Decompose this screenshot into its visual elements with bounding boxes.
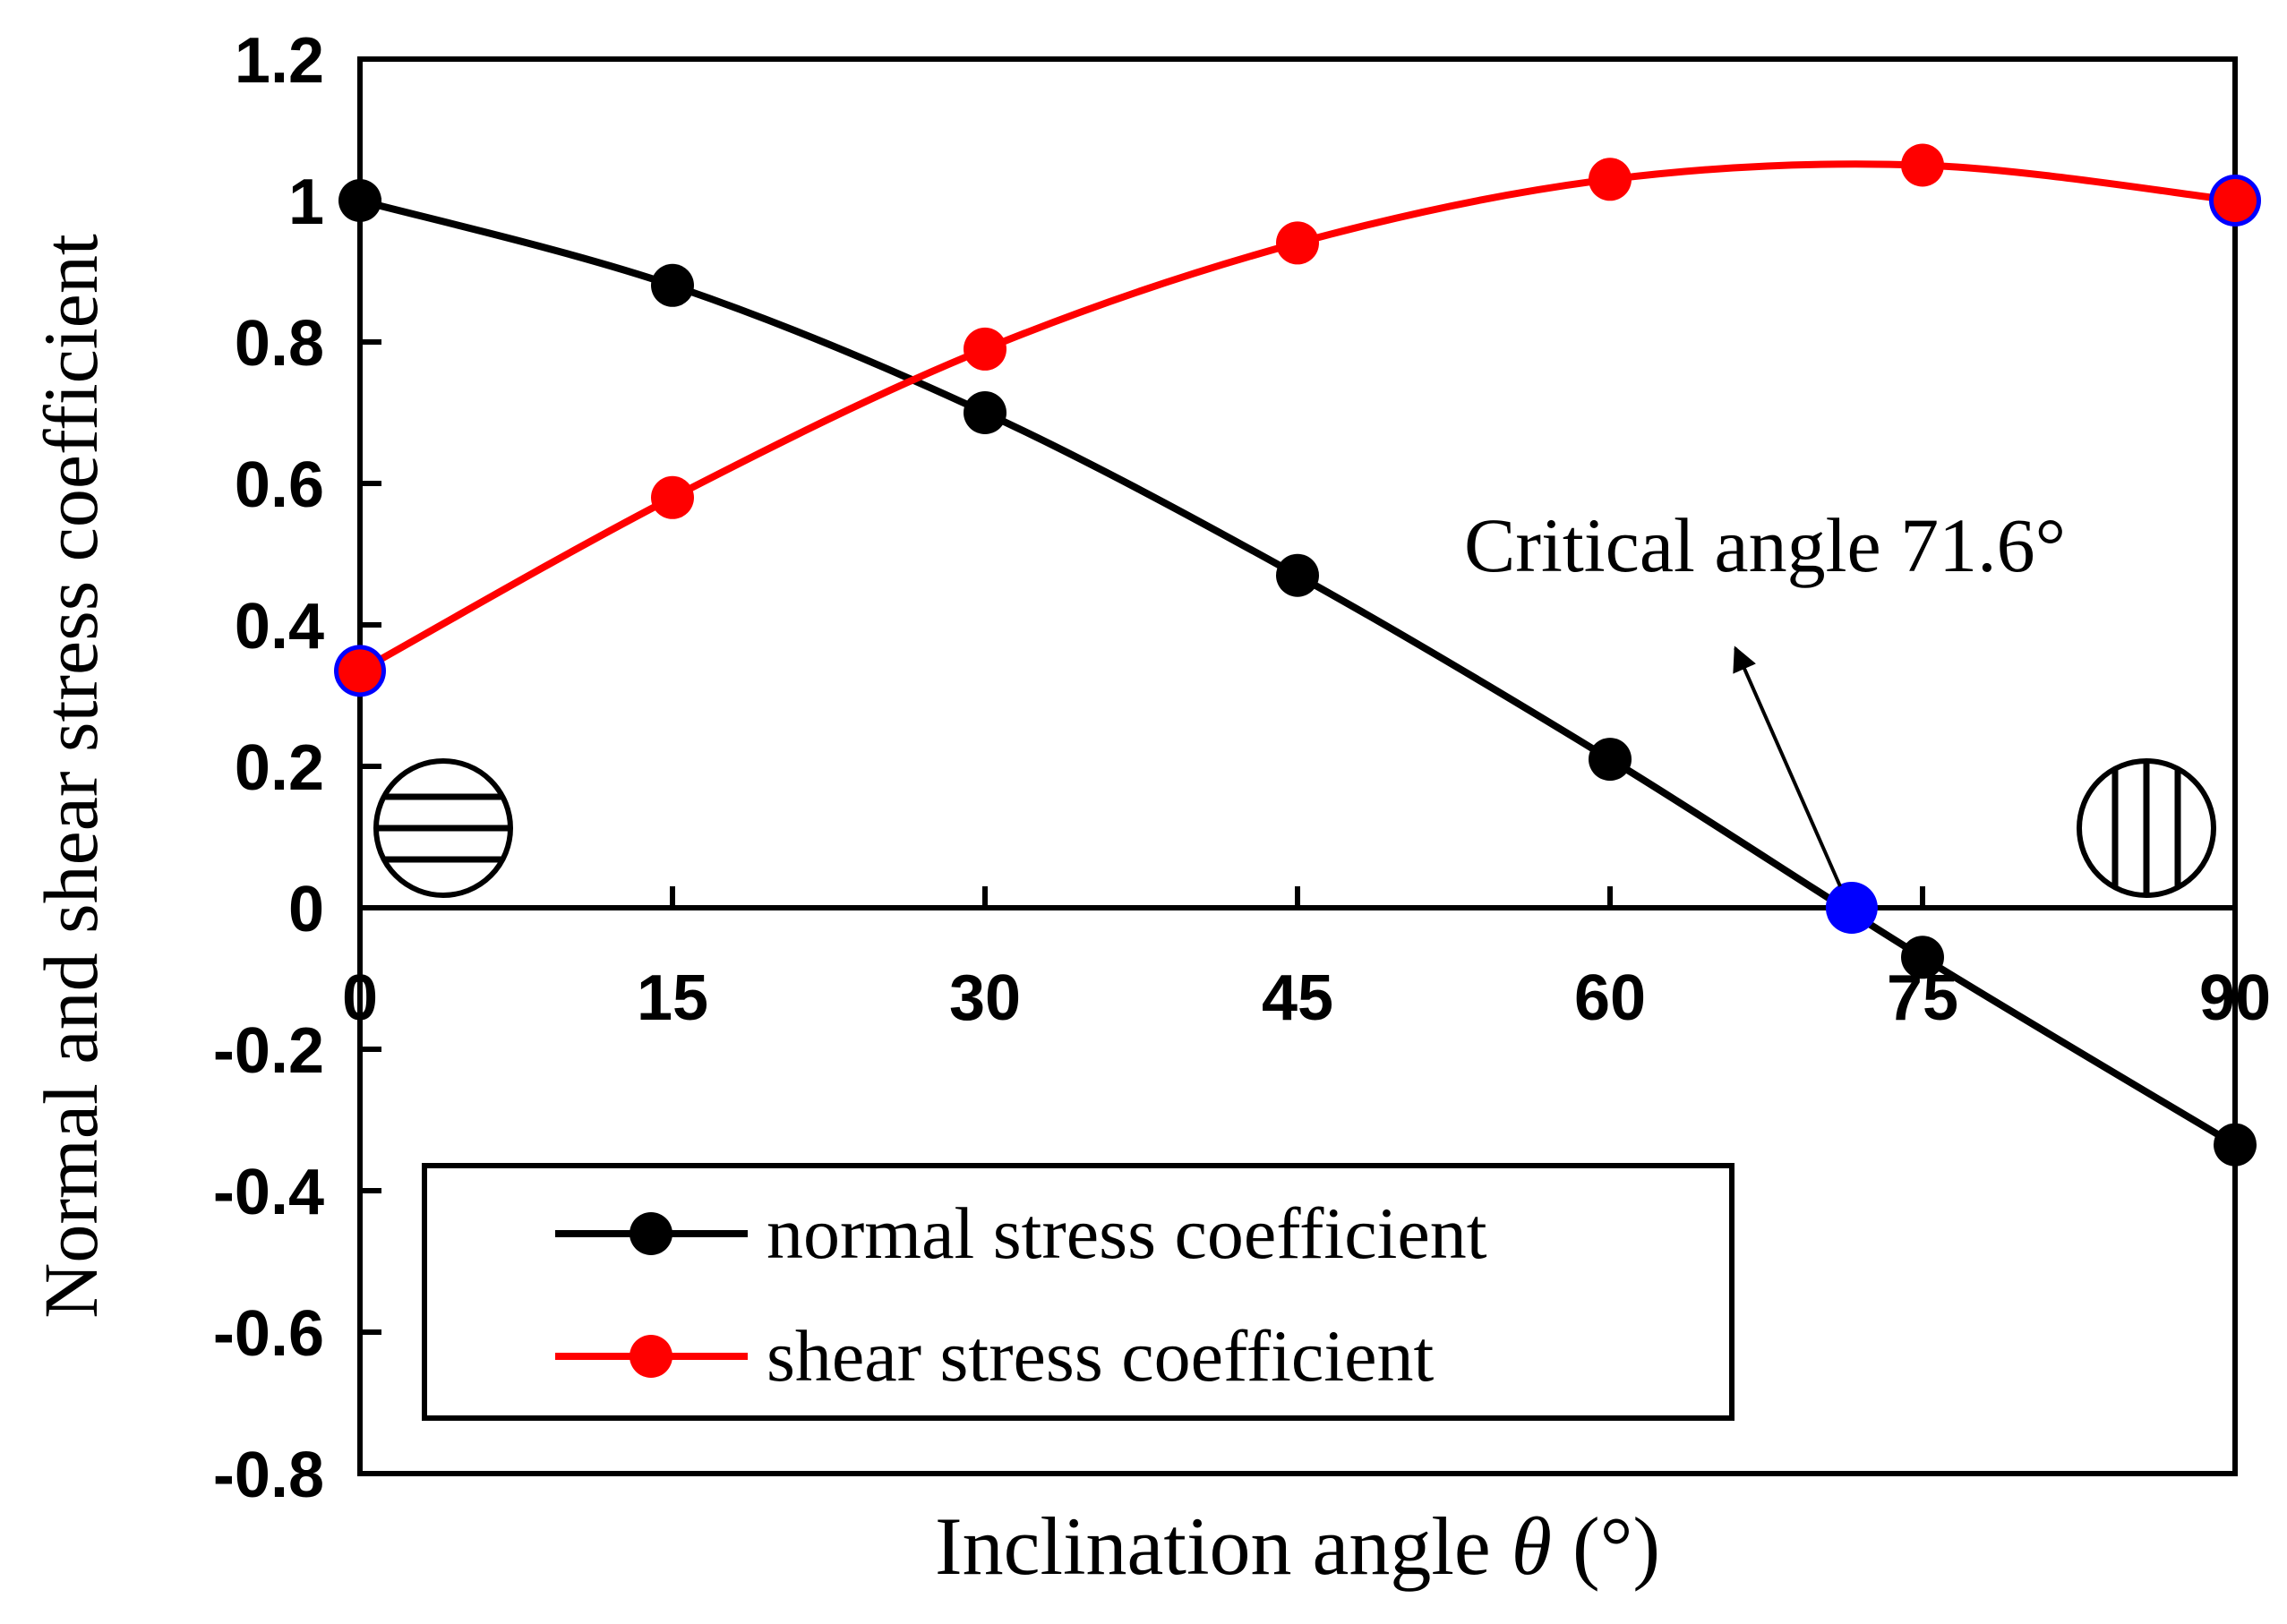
data-point-shear [651,475,694,519]
y-tick-label: 0.2 [235,732,324,804]
x-axis-title: Inclination angle θ (°) [935,1500,1660,1592]
y-tick-label: -0.2 [213,1015,324,1087]
x-tick-label: 90 [2199,962,2271,1034]
data-point-shear [964,327,1006,371]
y-tick-label: -0.4 [213,1157,324,1228]
data-point-shear [2214,179,2257,222]
vertical-layers-icon [2077,758,2216,898]
y-tick-label: 0.8 [235,308,324,380]
legend-marker-normal [630,1212,672,1255]
x-tick-label: 0 [342,962,378,1034]
annotation-arrow [1733,645,1842,887]
x-tick-label: 60 [1574,962,1646,1034]
data-point-normal [2214,1123,2257,1167]
data-point-normal [338,179,381,222]
legend-marker-shear [630,1335,672,1378]
y-tick-label: 0 [288,874,324,945]
horizontal-layers-icon [373,758,513,898]
legend-label-normal: normal stress coefficient [767,1192,1487,1274]
y-tick-label: -0.6 [213,1298,324,1370]
y-tick-label: -0.8 [213,1440,324,1511]
legend: normal stress coefficient shear stress c… [422,1163,1735,1421]
x-tick-label: 15 [637,962,708,1034]
x-tick-label: 30 [949,962,1021,1034]
legend-label-shear: shear stress coefficient [767,1315,1435,1397]
data-point-shear [338,649,381,693]
highlight-point [1825,882,1878,934]
legend-entry-normal: normal stress coefficient [555,1192,1487,1274]
data-point-normal [1901,936,1944,979]
y-tick-label: 1 [288,167,324,238]
data-point-shear [1901,143,1944,187]
data-point-normal [964,391,1006,434]
data-point-normal [1589,738,1632,782]
legend-box [422,1163,1735,1421]
axes: 0 15 30 45 60 75 901.210.80.60.40.20-0.2-0.4-0… [213,25,2271,1511]
data-point-normal [651,263,694,307]
y-tick-label: 1.2 [235,25,324,97]
y-axis-title: Normal and shear stress coefficient [28,234,114,1319]
data-point-normal [1276,553,1319,597]
x-tick-label: 45 [1262,962,1333,1034]
y-tick-label: 0.4 [235,591,324,662]
series-markers [334,143,2261,1167]
y-tick-label: 0.6 [235,449,324,521]
legend-entry-shear: shear stress coefficient [555,1315,1435,1397]
annotation-critical-angle: Critical angle 71.6° [1464,502,2066,588]
data-point-shear [1589,158,1632,201]
data-point-shear [1276,221,1319,265]
